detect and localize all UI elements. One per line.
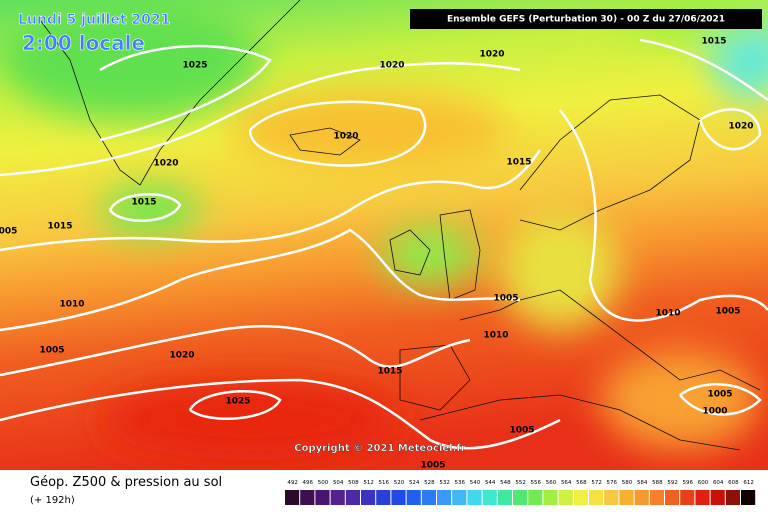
scale-swatch	[315, 490, 330, 505]
scale-swatch	[634, 490, 649, 505]
scale-label: 608	[728, 480, 739, 486]
isobar-label: 1015	[131, 198, 156, 208]
isobar-label: 1005	[707, 390, 732, 400]
scale-swatch	[695, 490, 710, 505]
scale-swatch	[543, 490, 558, 505]
isobar-label: 1005	[509, 426, 534, 436]
isobar-label: 1000	[702, 407, 727, 417]
scale-swatch	[710, 490, 725, 505]
scale-swatch	[680, 490, 695, 505]
scale-swatch	[406, 490, 421, 505]
footer-lead: (+ 192h)	[30, 495, 75, 506]
scale-label: 596	[683, 480, 694, 486]
scale-label: 584	[637, 480, 648, 486]
scale-swatch	[300, 490, 315, 505]
isobar-label: 1020	[379, 61, 404, 71]
scale-swatch	[421, 490, 436, 505]
scale-swatch	[467, 490, 482, 505]
scale-label: 512	[363, 480, 374, 486]
forecast-time: 2:00 locale	[22, 31, 145, 55]
coastlines	[39, 0, 761, 451]
copyright: Copyright © 2021 Meteociel.fr	[294, 443, 465, 454]
scale-label: 600	[698, 480, 709, 486]
isobar-label: 1020	[479, 50, 504, 60]
scale-label: 540	[470, 480, 481, 486]
isobar-label: 1005	[39, 346, 64, 356]
scale-label: 528	[424, 480, 435, 486]
scale-swatch	[452, 490, 467, 505]
scale-label: 548	[500, 480, 511, 486]
isobar-label: 1005	[493, 294, 518, 304]
scale-label: 564	[561, 480, 572, 486]
scale-swatch	[345, 490, 360, 505]
scale-label: 568	[576, 480, 587, 486]
scale-label: 492	[287, 480, 298, 486]
isobar-label: 1015	[701, 37, 726, 47]
scale-label: 604	[713, 480, 724, 486]
isobar-label: 1020	[728, 122, 753, 132]
color-scale: 492 496 500 504 508 512 516 520 524 528 532 536 540 5…	[285, 480, 756, 505]
forecast-date: Lundi 5 juillet 2021	[18, 12, 170, 28]
scale-label: 612	[743, 480, 754, 486]
isobar-label: 1015	[47, 222, 72, 232]
scale-swatch	[558, 490, 573, 505]
scale-swatch	[391, 490, 406, 505]
isobar-label: 1010	[483, 331, 508, 341]
scale-swatch	[741, 490, 756, 505]
isobar-label: 005	[0, 227, 17, 237]
scale-swatch	[725, 490, 740, 505]
isobar-label: 1005	[715, 307, 740, 317]
scale-label: 500	[318, 480, 329, 486]
scale-swatch	[285, 490, 300, 505]
isobar-labels: 1025 1020 1020 1020 1020 1015 1015 005 1010 1005 1…	[0, 37, 754, 471]
scale-swatch	[497, 490, 512, 505]
scale-swatch	[513, 490, 528, 505]
isobar-label: 1015	[377, 367, 402, 377]
isobar-label: 1010	[59, 300, 84, 310]
scale-label: 544	[485, 480, 496, 486]
scale-label: 572	[591, 480, 602, 486]
scale-label: 560	[546, 480, 557, 486]
scale-swatch	[619, 490, 634, 505]
isobar-label: 1020	[333, 132, 358, 142]
scale-swatch	[649, 490, 664, 505]
scale-swatch	[376, 490, 391, 505]
scale-label: 556	[531, 480, 542, 486]
isobar-label: 1005	[420, 461, 445, 471]
scale-swatch	[437, 490, 452, 505]
scale-label: 576	[607, 480, 618, 486]
scale-label: 496	[303, 480, 314, 486]
scale-swatch	[482, 490, 497, 505]
isobar-label: 1010	[655, 309, 680, 319]
field-shading	[0, 0, 768, 460]
isobar-label: 1020	[169, 351, 194, 361]
scale-label: 504	[333, 480, 344, 486]
run-banner	[410, 9, 762, 29]
scale-swatch	[330, 490, 345, 505]
scale-swatch	[604, 490, 619, 505]
scale-swatch	[528, 490, 543, 505]
isobar-label: 1025	[182, 61, 207, 71]
run-info: Ensemble GEFS (Perturbation 30) - 00 Z d…	[447, 15, 725, 25]
isobar-label: 1020	[153, 159, 178, 169]
scale-label: 532	[439, 480, 450, 486]
scale-label: 580	[622, 480, 633, 486]
scale-swatch	[589, 490, 604, 505]
scale-swatch	[573, 490, 588, 505]
isobars	[0, 38, 768, 450]
scale-label: 524	[409, 480, 420, 486]
scale-label: 588	[652, 480, 663, 486]
scale-label: 536	[455, 480, 466, 486]
footer-title: Géop. Z500 & pression au sol	[30, 475, 222, 490]
scale-label: 592	[667, 480, 678, 486]
scale-swatch	[361, 490, 376, 505]
scale-swatch	[665, 490, 680, 505]
scale-label: 552	[515, 480, 526, 486]
scale-label: 508	[348, 480, 359, 486]
scale-label: 516	[379, 480, 390, 486]
scale-label: 520	[394, 480, 405, 486]
isobar-label: 1025	[225, 397, 250, 407]
isobar-label: 1015	[506, 158, 531, 168]
